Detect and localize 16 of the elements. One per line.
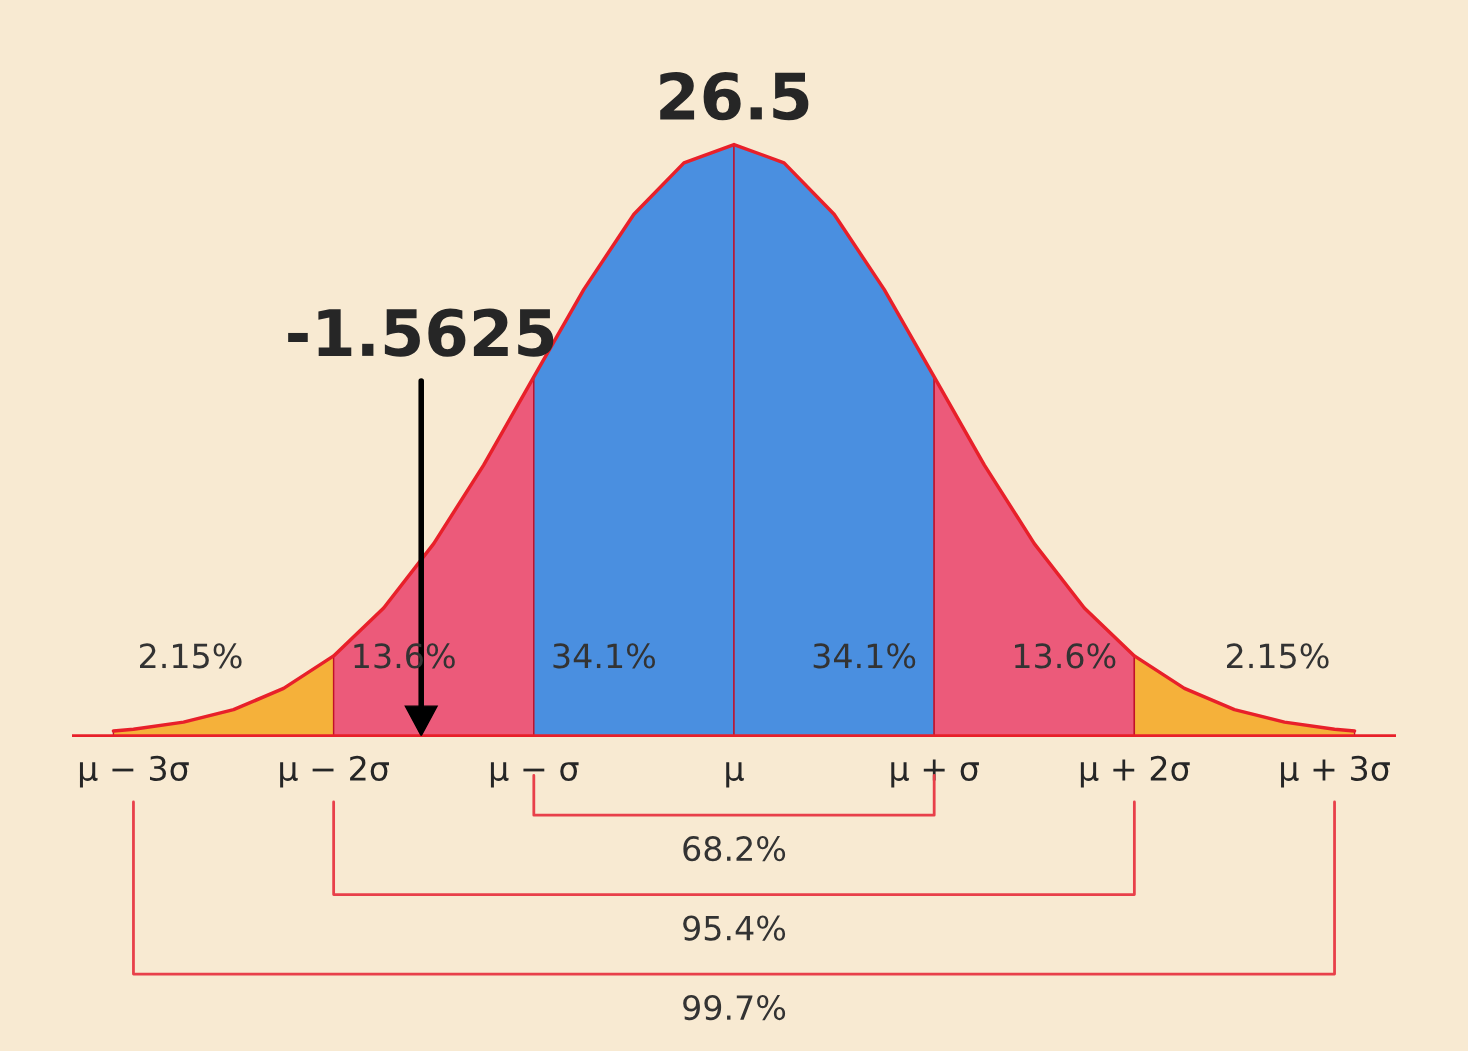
annotation: 13.6% [1015,643,1116,669]
text: 68.2% [683,836,786,862]
x-tick-label: μ − 2σ [280,755,389,788]
annotation: 2.15% [1226,643,1329,669]
annotation: 34.1% [553,643,655,669]
annotation: 34.1% [813,643,916,669]
annotation: 26.5 [660,71,809,121]
x-tick-label: μ + 3σ [1281,755,1390,788]
annotation: 2.15% [140,643,242,669]
ref-line-label: -1.5625 [288,308,554,357]
x-tick-label: μ − 3σ [79,755,189,788]
x-tick-label: μ [726,762,744,788]
text: 99.7% [683,994,786,1021]
x-tick-label: μ − σ [490,762,579,788]
x-tick-label: μ + 2σ [1080,755,1190,788]
text: 95.4% [683,915,786,941]
